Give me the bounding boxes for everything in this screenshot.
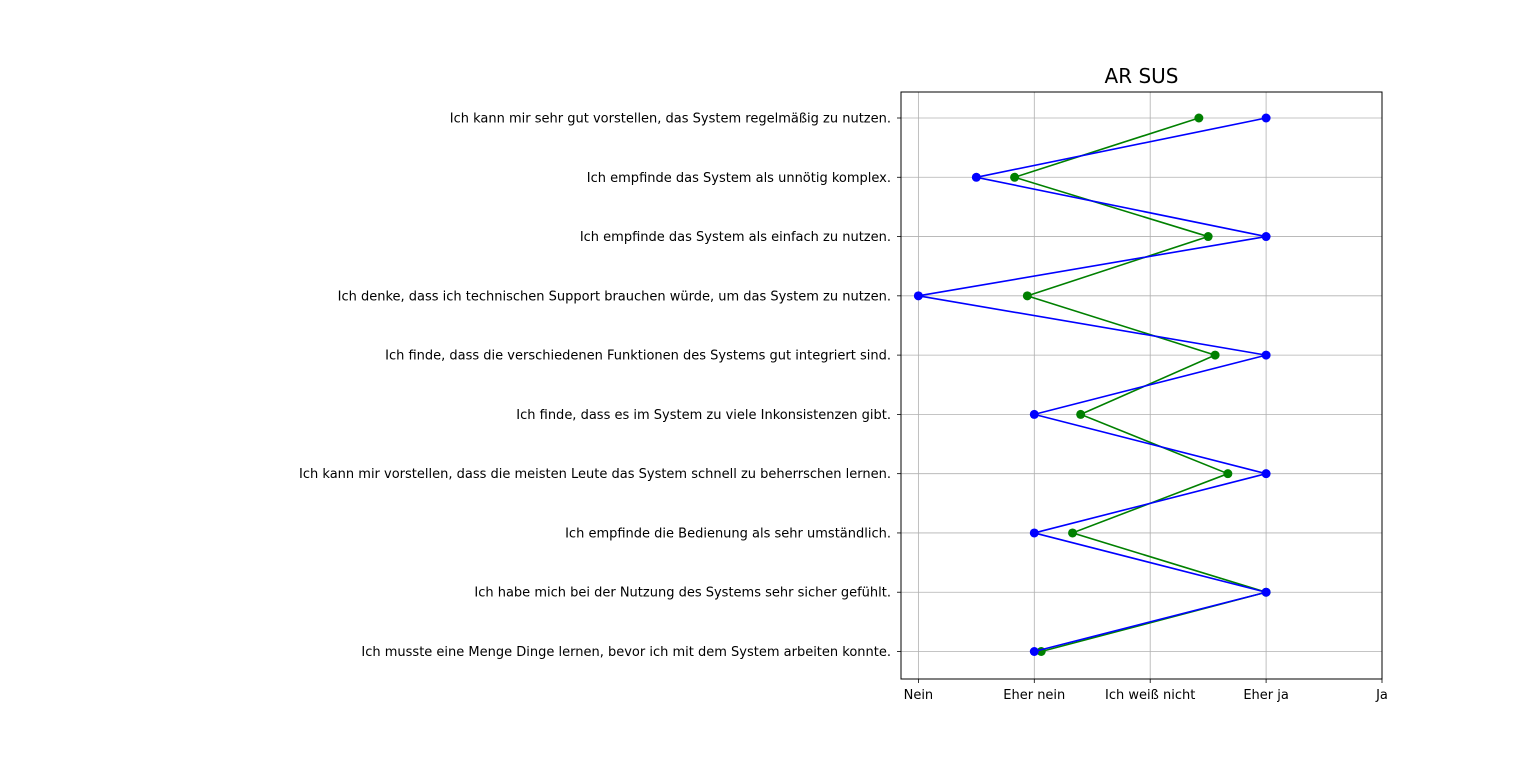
- series-2-point: [1029, 528, 1039, 538]
- series-1-point: [1076, 409, 1086, 419]
- series-1-point: [1068, 528, 1078, 538]
- y-tick-label: Ich finde, dass es im System zu viele In…: [516, 408, 891, 423]
- y-tick-label: Ich empfinde die Bedienung als sehr umst…: [565, 526, 891, 541]
- y-tick-label: Ich denke, dass ich technischen Support …: [338, 289, 891, 304]
- series-2-point: [1029, 647, 1039, 656]
- y-axis: Ich kann mir sehr gut vorstellen, das Sy…: [299, 112, 901, 660]
- x-axis: Nein Eher nein Ich weiß nicht Eher ja Ja: [904, 679, 1388, 703]
- x-tick-label: Ich weiß nicht: [1105, 688, 1195, 703]
- series-1-point: [1022, 291, 1032, 301]
- x-tick-label: Eher ja: [1243, 688, 1289, 703]
- series-1-point: [1194, 113, 1204, 123]
- series-2-point: [1261, 113, 1271, 123]
- y-tick-label: Ich empfinde das System als unnötig komp…: [587, 171, 891, 186]
- series-2-point: [1261, 469, 1271, 479]
- series-1-point: [1010, 172, 1020, 182]
- y-tick-label: Ich habe mich bei der Nutzung des System…: [474, 586, 891, 601]
- series-1-line: [1011, 117, 1270, 653]
- y-tick-label: Ich empfinde das System als einfach zu n…: [580, 230, 891, 245]
- series-2-point: [1261, 232, 1271, 242]
- series-2-point: [1029, 409, 1039, 419]
- series-2-point: [1261, 587, 1271, 597]
- series-1-point: [1203, 232, 1213, 242]
- x-tick-label: Nein: [904, 688, 934, 703]
- series-1-point: [1210, 350, 1220, 360]
- series-layer: [913, 113, 1271, 656]
- x-tick-label: Eher nein: [1003, 688, 1065, 703]
- series-2-line: [918, 117, 1267, 653]
- series-2-point: [971, 172, 981, 182]
- y-tick-label: Ich finde, dass die verschiedenen Funkti…: [385, 349, 891, 364]
- series-1-point: [1223, 469, 1233, 479]
- series-2-point: [913, 291, 923, 301]
- y-tick-label: Ich kann mir vorstellen, dass die meiste…: [299, 467, 891, 482]
- chart-title: AR SUS: [1105, 64, 1179, 88]
- series-2-point: [1261, 350, 1271, 360]
- plot-area: [900, 91, 1383, 680]
- x-tick-label: Ja: [1375, 688, 1388, 703]
- y-tick-label: Ich kann mir sehr gut vorstellen, das Sy…: [450, 112, 891, 127]
- y-tick-label: Ich musste eine Menge Dinge lernen, bevo…: [361, 645, 891, 660]
